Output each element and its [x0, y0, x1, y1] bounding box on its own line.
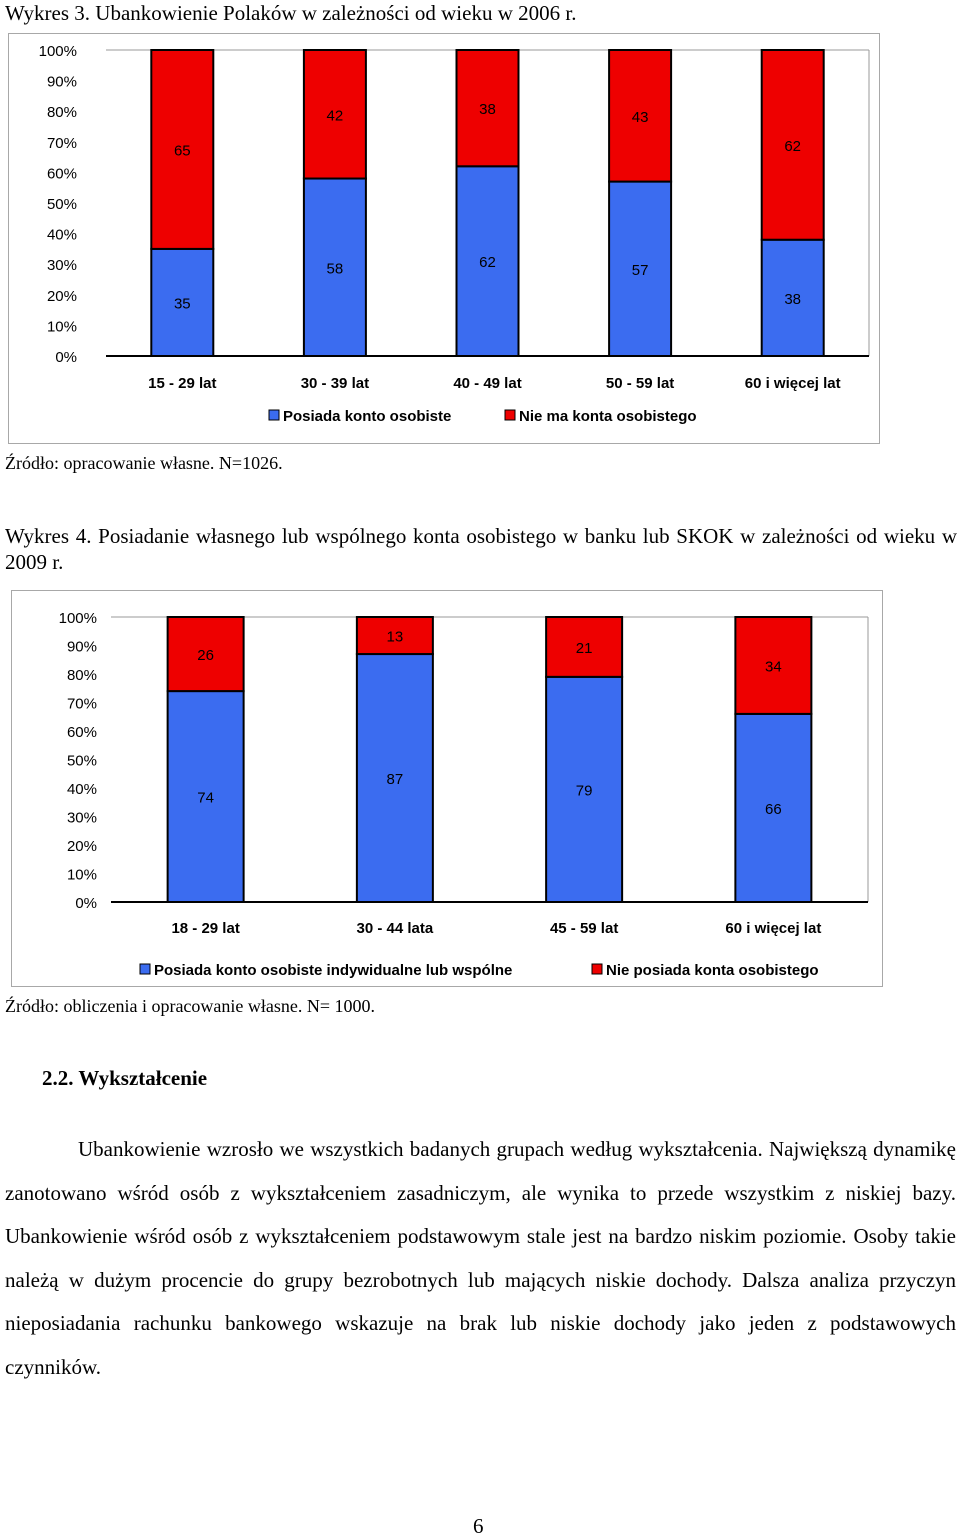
legend-label: Nie posiada konta osobistego [606, 962, 819, 979]
page-number: 6 [473, 1514, 484, 1538]
data-label: 26 [197, 647, 214, 664]
bar-segment [760, 49, 825, 241]
y-tick-label: 100% [39, 43, 77, 60]
y-tick-label: 50% [67, 753, 97, 770]
x-tick-label: 15 - 29 lat [148, 375, 216, 392]
y-tick-label: 40% [47, 227, 77, 244]
data-label: 58 [327, 260, 344, 277]
data-label: 87 [387, 771, 404, 788]
y-tick-label: 70% [67, 696, 97, 713]
y-tick-label: 90% [47, 74, 77, 91]
bar-segment [545, 675, 624, 903]
legend-swatch [591, 963, 603, 975]
legend-swatch [139, 963, 151, 975]
data-label: 65 [174, 142, 191, 159]
legend-label: Posiada konto osobiste indywidualne lub … [154, 962, 512, 979]
x-tick-label: 30 - 44 lata [357, 920, 434, 937]
y-tick-label: 100% [59, 610, 97, 627]
y-tick-label: 30% [47, 257, 77, 274]
bar-segment [455, 165, 520, 357]
chart2-source: Źródło: obliczenia i opracowanie własne.… [5, 996, 376, 1016]
bar-segment [608, 49, 673, 183]
bar-segment [150, 247, 215, 357]
legend-swatch [268, 409, 280, 421]
body-paragraph: Ubankowienie wzrosło we wszystkich badan… [5, 1137, 956, 1379]
chart2-plot: 0% 10% 20% 30% 40% 50% 60% 70% 80% 90% 100% 74 26 18 … [59, 610, 869, 979]
y-tick-label: 60% [67, 724, 97, 741]
x-tick-label: 45 - 59 lat [550, 920, 618, 937]
bar-segment [455, 49, 520, 168]
y-tick-label: 80% [47, 104, 77, 121]
chart2-frame: 0% 10% 20% 30% 40% 50% 60% 70% 80% 90% 100% 74 26 18 … [11, 590, 883, 987]
y-tick-label: 70% [47, 135, 77, 152]
section-heading: 2.2. Wykształcenie [42, 1066, 208, 1090]
bar-segment [734, 712, 813, 904]
y-tick-label: 40% [67, 781, 97, 798]
y-tick-label: 90% [67, 639, 97, 656]
data-label: 21 [576, 640, 593, 657]
y-tick-label: 60% [47, 165, 77, 182]
y-tick-label: 20% [47, 288, 77, 305]
chart1-plot: 0% 10% 20% 30% 40% 50% 60% 70% 80% 90% 100% 35 65 15 … [39, 43, 870, 425]
x-tick-label: 40 - 49 lat [453, 375, 521, 392]
data-label: 74 [197, 790, 214, 807]
data-label: 34 [765, 658, 782, 675]
y-tick-label: 0% [55, 349, 77, 366]
chart1-frame: 0% 10% 20% 30% 40% 50% 60% 70% 80% 90% 100% 35 65 15 … [8, 33, 880, 444]
chart1-caption: Wykres 3. Ubankowienie Polaków w zależno… [5, 1, 577, 25]
data-label: 62 [479, 254, 496, 271]
y-tick-label: 30% [67, 810, 97, 827]
x-tick-label: 30 - 39 lat [301, 375, 369, 392]
chart2-caption: Wykres 4. Posiadanie własnego lub wspóln… [5, 524, 957, 574]
legend-label: Posiada konto osobiste [283, 408, 451, 425]
legend-swatch [504, 409, 516, 421]
x-tick-label: 60 i więcej lat [725, 920, 821, 937]
bar-segment [302, 49, 367, 180]
x-tick-label: 50 - 59 lat [606, 375, 674, 392]
data-label: 38 [784, 291, 801, 308]
chart1-source: Źródło: opracowanie własne. N=1026. [5, 453, 283, 473]
y-tick-label: 10% [47, 318, 77, 335]
bar-segment [355, 653, 434, 903]
bar-segment [545, 616, 624, 678]
data-label: 62 [784, 138, 801, 155]
bar-segment [302, 177, 367, 357]
bar-segment [355, 616, 434, 656]
y-tick-label: 20% [67, 838, 97, 855]
data-label: 57 [632, 262, 649, 279]
x-tick-label: 60 i więcej lat [745, 375, 841, 392]
x-tick-label: 18 - 29 lat [171, 920, 239, 937]
y-tick-label: 50% [47, 196, 77, 213]
data-label: 66 [765, 801, 782, 818]
data-label: 42 [327, 107, 344, 124]
bar-segment [166, 616, 245, 693]
data-label: 43 [632, 109, 649, 126]
data-label: 38 [479, 101, 496, 118]
y-tick-label: 10% [67, 867, 97, 884]
bar-segment [608, 180, 673, 357]
y-tick-label: 80% [67, 667, 97, 684]
data-label: 13 [387, 629, 404, 646]
legend-label: Nie ma konta osobistego [519, 408, 697, 425]
data-label: 35 [174, 295, 191, 312]
bar-segment [734, 616, 813, 715]
data-label: 79 [576, 782, 593, 799]
bar-segment [150, 49, 215, 250]
y-tick-label: 0% [75, 895, 97, 912]
